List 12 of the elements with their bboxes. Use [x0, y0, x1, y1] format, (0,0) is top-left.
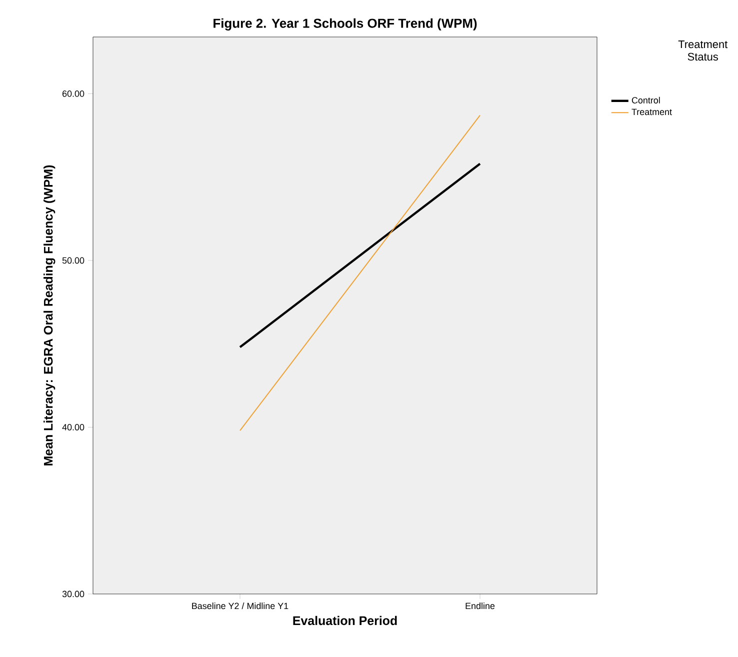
y-axis-title: Mean Literacy: EGRA Oral Reading Fluency (WPM)	[44, 165, 56, 466]
x-tick-label: Endline	[466, 602, 495, 610]
y-tick-label: 50.00	[62, 257, 84, 264]
legend-label: Treatment	[632, 108, 672, 116]
y-tick-label: 60.00	[62, 90, 84, 97]
legend-label: Control	[632, 96, 660, 104]
y-tick-label: 30.00	[62, 590, 84, 598]
x-tick-label: Baseline Y2 / Midline Y1	[192, 602, 288, 610]
legend-title: Treatment Status	[678, 40, 728, 61]
y-tick-label: 40.00	[62, 424, 84, 430]
x-axis-title: Evaluation Period	[293, 616, 397, 626]
chart-title: Figure 2. Year 1 Schools ORF Trend (WPM)	[214, 18, 477, 30]
